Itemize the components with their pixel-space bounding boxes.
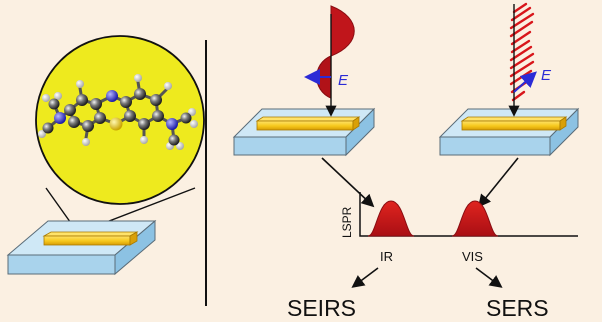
seirs-label: SEIRS [287,295,356,321]
substrate-slab-ir [232,107,376,157]
lspr-peak-ir [367,200,415,237]
e-label-right: E [541,67,552,84]
lspr-spectrum: LSPR IR VIS [340,192,578,264]
arrow-ir-to-peak [321,157,375,208]
e-vector-right-icon [513,71,537,93]
arrow-vis-to-sers [475,267,503,288]
arrow-vis-to-peak [477,157,519,208]
peak-label-ir: IR [380,249,393,264]
ir-excitation-group: E [232,5,376,157]
molecule-icon [38,74,198,150]
e-label-left: E [338,72,349,89]
substrate-slab-left [6,219,157,276]
sers-label: SERS [486,295,549,321]
left-panel [6,35,205,276]
peak-label-vis: VIS [462,249,483,264]
arrow-ir-to-seirs [351,267,379,288]
gold-nanorod-left [42,231,139,246]
lspr-axes [359,192,578,237]
lspr-axis-label: LSPR [340,206,354,238]
gold-nanorod-ir [255,116,361,131]
substrate-slab-vis [438,107,580,157]
lspr-peak-vis [451,200,499,237]
gold-nanorod-vis [460,116,568,131]
vis-excitation-group: E [438,2,580,157]
